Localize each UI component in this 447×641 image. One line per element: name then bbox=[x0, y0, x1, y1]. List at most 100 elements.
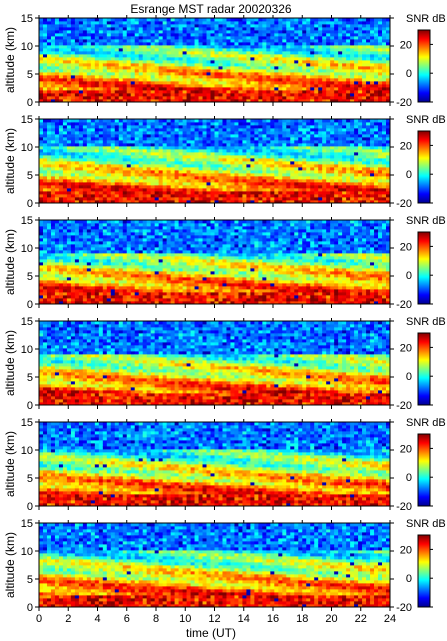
heatmap-cell bbox=[126, 33, 132, 37]
heatmap-cell bbox=[194, 182, 199, 186]
heatmap-cell bbox=[98, 134, 104, 138]
heatmap-cell bbox=[382, 18, 387, 22]
heatmap-cell bbox=[118, 27, 124, 31]
heatmap-cell bbox=[246, 170, 251, 174]
heatmap-cell bbox=[110, 149, 116, 153]
heatmap-cell bbox=[214, 78, 219, 82]
heatmap-cell bbox=[210, 128, 215, 132]
heatmap-cell bbox=[210, 122, 215, 126]
heatmap-cell bbox=[270, 197, 275, 201]
heatmap-cell bbox=[358, 140, 363, 144]
heatmap-cell bbox=[82, 84, 88, 88]
heatmap-cell bbox=[102, 66, 108, 70]
heatmap-cell bbox=[114, 155, 120, 159]
heatmap-cell bbox=[194, 39, 199, 43]
heatmap-cell bbox=[70, 188, 76, 192]
heatmap-cell bbox=[218, 140, 223, 144]
heatmap-cell bbox=[318, 93, 323, 97]
heatmap-cell bbox=[326, 87, 331, 91]
heatmap-cell bbox=[334, 27, 339, 31]
heatmap-cell bbox=[166, 39, 172, 43]
heatmap-cell bbox=[46, 36, 52, 40]
heatmap-cell bbox=[318, 194, 323, 198]
heatmap-cell bbox=[318, 119, 323, 123]
heatmap-cell bbox=[362, 42, 367, 46]
heatmap-cell bbox=[338, 72, 343, 76]
heatmap-cell bbox=[310, 155, 315, 159]
heatmap-cell bbox=[190, 69, 195, 73]
heatmap-cell bbox=[42, 96, 48, 100]
heatmap-cell bbox=[50, 42, 56, 46]
heatmap-cell bbox=[354, 42, 359, 46]
heatmap-cell bbox=[42, 21, 48, 25]
heatmap-cell bbox=[58, 81, 64, 85]
heatmap-cell bbox=[126, 54, 132, 58]
heatmap-cell bbox=[110, 125, 116, 129]
heatmap-cell bbox=[206, 54, 211, 58]
heatmap-cell bbox=[226, 21, 231, 25]
heatmap-cell bbox=[110, 69, 116, 73]
heatmap-cell bbox=[190, 24, 195, 28]
heatmap-cell bbox=[174, 140, 179, 144]
heatmap-cell bbox=[158, 54, 164, 58]
heatmap-cell bbox=[346, 69, 351, 73]
heatmap-cell bbox=[362, 155, 367, 159]
heatmap-cell bbox=[114, 33, 120, 37]
heatmap-cell bbox=[330, 140, 335, 144]
heatmap-cell bbox=[238, 167, 243, 171]
heatmap-cell bbox=[210, 161, 215, 165]
heatmap-cell bbox=[158, 137, 164, 141]
heatmap-cell bbox=[62, 84, 68, 88]
heatmap-cell bbox=[114, 128, 120, 132]
heatmap-cell bbox=[154, 149, 160, 153]
heatmap-cell bbox=[122, 194, 128, 198]
heatmap-cell bbox=[42, 63, 48, 67]
heatmap-cell bbox=[158, 84, 164, 88]
heatmap-cell bbox=[146, 182, 152, 186]
heatmap-cell bbox=[270, 99, 275, 103]
heatmap-cell bbox=[154, 99, 160, 103]
heatmap-cell bbox=[170, 45, 176, 49]
heatmap-cell bbox=[190, 84, 195, 88]
heatmap-cell bbox=[322, 45, 327, 49]
heatmap-cell bbox=[138, 179, 144, 183]
heatmap-cell bbox=[282, 182, 287, 186]
heatmap-cell bbox=[234, 143, 239, 147]
heatmap-cell bbox=[378, 54, 383, 58]
heatmap-cell bbox=[122, 155, 128, 159]
heatmap-cell bbox=[74, 93, 80, 97]
heatmap-cell bbox=[258, 57, 263, 61]
heatmap-cell bbox=[66, 167, 72, 171]
heatmap-cell bbox=[42, 27, 48, 31]
heatmap-cell bbox=[294, 131, 299, 135]
heatmap-cell bbox=[94, 173, 100, 177]
heatmap-cell bbox=[86, 131, 92, 135]
heatmap-cell bbox=[126, 72, 132, 76]
heatmap-cell bbox=[174, 176, 179, 180]
heatmap-cell bbox=[254, 179, 259, 183]
heatmap-cell bbox=[310, 179, 315, 183]
heatmap-cell bbox=[314, 75, 319, 79]
heatmap-cell bbox=[298, 36, 303, 40]
heatmap-cell bbox=[242, 69, 247, 73]
heatmap-cell bbox=[142, 45, 148, 49]
heatmap-cell bbox=[138, 81, 144, 85]
heatmap-cell bbox=[86, 33, 92, 37]
heatmap-cell bbox=[114, 149, 120, 153]
heatmap-cell bbox=[298, 39, 303, 43]
heatmap-cell bbox=[230, 155, 235, 159]
heatmap-cell bbox=[142, 194, 148, 198]
heatmap-cell bbox=[142, 155, 148, 159]
heatmap-cell bbox=[338, 125, 343, 129]
heatmap-cell bbox=[146, 66, 152, 70]
heatmap-cell bbox=[222, 173, 227, 177]
heatmap-cell bbox=[346, 137, 351, 141]
heatmap-cell bbox=[226, 131, 231, 135]
heatmap-cell bbox=[234, 81, 239, 85]
heatmap-cell bbox=[110, 75, 116, 79]
heatmap-cell bbox=[242, 60, 247, 64]
heatmap-cell bbox=[306, 48, 311, 52]
heatmap-cell bbox=[386, 173, 391, 177]
heatmap-cell bbox=[254, 197, 259, 201]
heatmap-cell bbox=[378, 173, 383, 177]
